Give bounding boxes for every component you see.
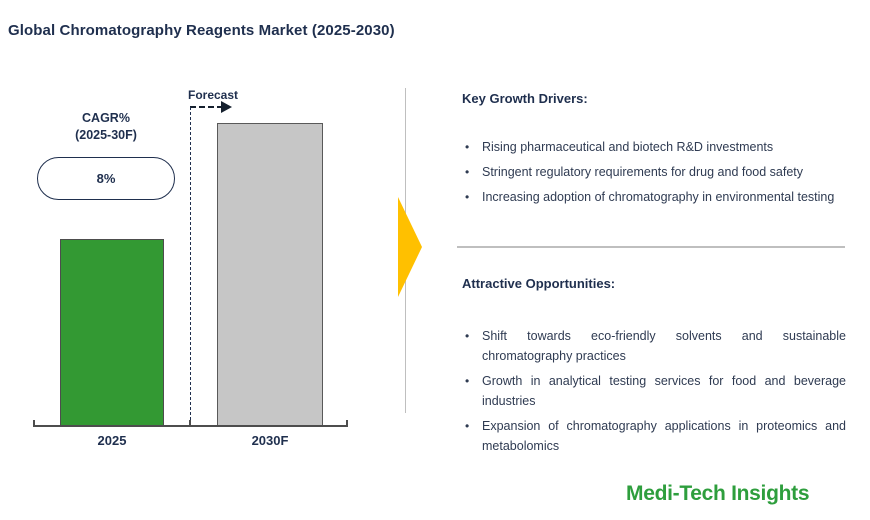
x-label-2025: 2025: [97, 433, 127, 448]
bar-2025: [60, 239, 164, 426]
drivers-list: Rising pharmaceutical and biotech R&D in…: [462, 137, 846, 212]
opportunity-item: Growth in analytical testing services fo…: [462, 371, 846, 411]
forecast-divider-dashed-line: [190, 107, 191, 425]
section-divider: [457, 246, 845, 248]
x-label-2030f: 2030F: [251, 433, 289, 448]
page-title: Global Chromatography Reagents Market (2…: [8, 22, 395, 39]
brand-logo: Medi-Tech Insights: [626, 482, 810, 505]
forecast-label: Forecast: [188, 88, 239, 102]
x-axis: [33, 425, 348, 427]
flow-arrow-icon: [398, 197, 422, 297]
driver-item: Increasing adoption of chromatography in…: [462, 187, 846, 207]
cagr-value: 8%: [96, 171, 116, 186]
opportunity-item: Expansion of chromatography applications…: [462, 416, 846, 456]
driver-item: Rising pharmaceutical and biotech R&D in…: [462, 137, 846, 157]
forecast-dashed-line: [190, 106, 223, 108]
cagr-label-line2: (2025-30F): [75, 128, 137, 142]
opportunities-heading: Attractive Opportunities:: [462, 276, 616, 291]
forecast-arrow-icon: [221, 101, 232, 113]
x-axis-tick-center: [189, 420, 191, 426]
opportunity-item: Shift towards eco-friendly solvents and …: [462, 326, 846, 366]
drivers-heading: Key Growth Drivers:: [462, 91, 588, 106]
cagr-label-line1: CAGR%: [82, 111, 130, 125]
cagr-value-badge: 8%: [37, 157, 175, 200]
opportunities-list: Shift towards eco-friendly solvents and …: [462, 326, 846, 461]
x-axis-tick-left: [33, 420, 35, 426]
bar-2030f: [217, 123, 323, 426]
x-axis-tick-right: [346, 420, 348, 426]
cagr-label: CAGR% (2025-30F): [36, 110, 176, 144]
driver-item: Stringent regulatory requirements for dr…: [462, 162, 846, 182]
